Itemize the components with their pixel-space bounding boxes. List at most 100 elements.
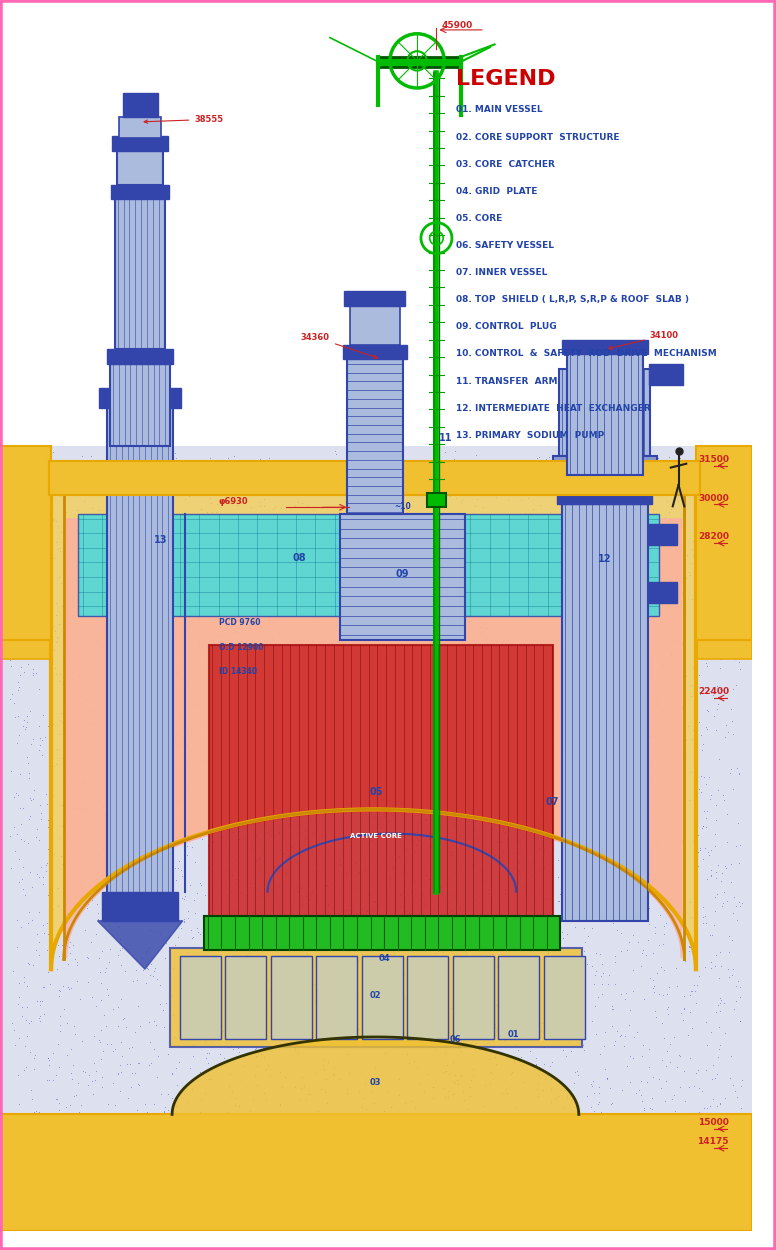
Point [591, 1164, 604, 1184]
Point [505, 479, 518, 499]
Point [499, 700, 511, 720]
Point [735, 629, 747, 649]
Point [501, 829, 513, 849]
Point [78, 739, 90, 759]
Point [593, 716, 605, 736]
Point [203, 1156, 215, 1176]
Point [404, 700, 417, 720]
Point [669, 681, 681, 701]
Point [227, 822, 239, 842]
Point [639, 1174, 652, 1194]
Point [316, 641, 328, 661]
Point [29, 828, 42, 848]
Point [275, 498, 287, 518]
Point [537, 774, 549, 794]
Point [232, 871, 244, 891]
Point [74, 1162, 86, 1182]
Point [577, 1162, 590, 1182]
Point [413, 830, 425, 850]
Point [293, 949, 306, 969]
Point [466, 888, 479, 908]
Point [331, 898, 344, 918]
Point [182, 639, 194, 659]
Point [192, 1215, 205, 1235]
Point [441, 459, 453, 479]
Point [47, 899, 59, 919]
Point [54, 1021, 66, 1041]
Point [700, 914, 712, 934]
Point [708, 495, 720, 515]
Point [403, 703, 415, 722]
Point [563, 662, 576, 682]
Point [205, 558, 217, 578]
Point [589, 1180, 601, 1200]
Point [683, 936, 695, 956]
Point [33, 618, 46, 638]
Point [334, 1172, 346, 1192]
Point [633, 734, 646, 754]
Point [446, 901, 459, 921]
Point [88, 1199, 101, 1219]
Point [99, 961, 112, 981]
Point [115, 955, 127, 975]
Point [660, 999, 673, 1019]
Point [602, 650, 615, 670]
Point [338, 562, 350, 582]
Point [497, 465, 510, 485]
Point [98, 640, 110, 660]
Point [35, 529, 47, 549]
Point [594, 604, 607, 624]
Point [483, 559, 496, 579]
Point [467, 472, 480, 492]
Point [260, 776, 272, 796]
Point [695, 509, 707, 529]
Point [642, 582, 654, 602]
Point [700, 774, 712, 794]
Point [35, 594, 47, 614]
Point [462, 1108, 474, 1128]
Point [646, 970, 659, 990]
Point [121, 594, 133, 614]
Point [388, 951, 400, 971]
Point [89, 519, 102, 539]
Point [335, 656, 348, 676]
Point [13, 1170, 26, 1190]
Point [215, 889, 227, 909]
Point [14, 765, 26, 785]
Point [24, 789, 36, 809]
Point [58, 625, 71, 645]
Point [102, 1159, 114, 1179]
Point [181, 998, 193, 1017]
Point [144, 1054, 157, 1074]
Point [100, 892, 113, 912]
Point [293, 1089, 306, 1109]
Point [375, 676, 387, 696]
Point [510, 575, 522, 595]
Point [544, 686, 556, 706]
Point [539, 1036, 551, 1056]
Point [352, 950, 364, 970]
Point [84, 1174, 96, 1194]
Point [42, 716, 54, 736]
Point [691, 746, 704, 766]
Point [246, 582, 258, 602]
Point [705, 840, 717, 860]
Point [227, 1039, 239, 1059]
Point [185, 604, 198, 624]
Point [193, 924, 206, 944]
Point [538, 1139, 550, 1159]
Point [460, 574, 473, 594]
Point [479, 988, 491, 1008]
Point [511, 519, 524, 539]
Point [597, 590, 609, 610]
Point [457, 965, 469, 985]
Point [452, 464, 465, 484]
Point [157, 1000, 169, 1020]
Point [455, 1066, 467, 1086]
Point [108, 726, 120, 746]
Point [513, 851, 525, 871]
Point [542, 446, 555, 466]
Point [417, 619, 430, 639]
Point [33, 1009, 45, 1029]
Point [652, 695, 664, 715]
